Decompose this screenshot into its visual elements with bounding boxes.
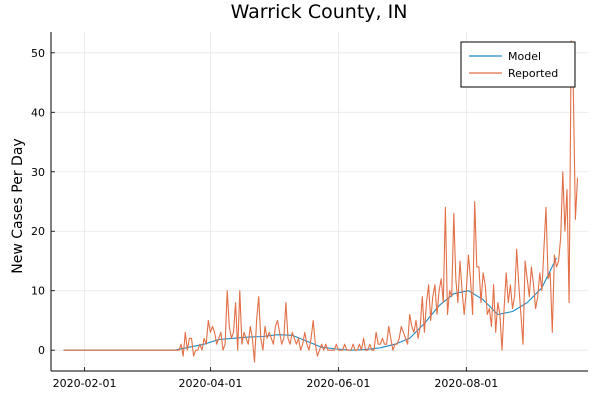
axes [50, 32, 588, 372]
legend-box [460, 41, 576, 88]
legend: Model Reported [460, 41, 576, 88]
y-tick-labels: 0 10 20 30 40 50 [31, 47, 45, 357]
y-axis-label: New Cases Per Day [10, 138, 26, 273]
y-tick-label: 10 [31, 285, 45, 298]
x-tick-labels: 2020-02-01 2020-04-01 2020-06-01 2020-08-01 [53, 377, 499, 390]
legend-label-reported: Reported [508, 67, 558, 80]
series-line-reported [63, 40, 579, 363]
chart-title: Warrick County, IN [231, 1, 408, 23]
series-line-model [63, 257, 557, 351]
y-tick-label: 20 [31, 225, 45, 238]
x-tick-label: 2020-06-01 [306, 377, 370, 390]
y-tick-label: 30 [31, 166, 45, 179]
legend-label-model: Model [508, 50, 541, 63]
x-tick-label: 2020-08-01 [434, 377, 498, 390]
x-tick-label: 2020-02-01 [53, 377, 117, 390]
y-tick-label: 40 [31, 106, 45, 119]
y-tick-label: 0 [38, 344, 45, 357]
plot-lines [63, 40, 579, 363]
y-tick-label: 50 [31, 47, 45, 60]
x-tick-label: 2020-04-01 [178, 377, 242, 390]
